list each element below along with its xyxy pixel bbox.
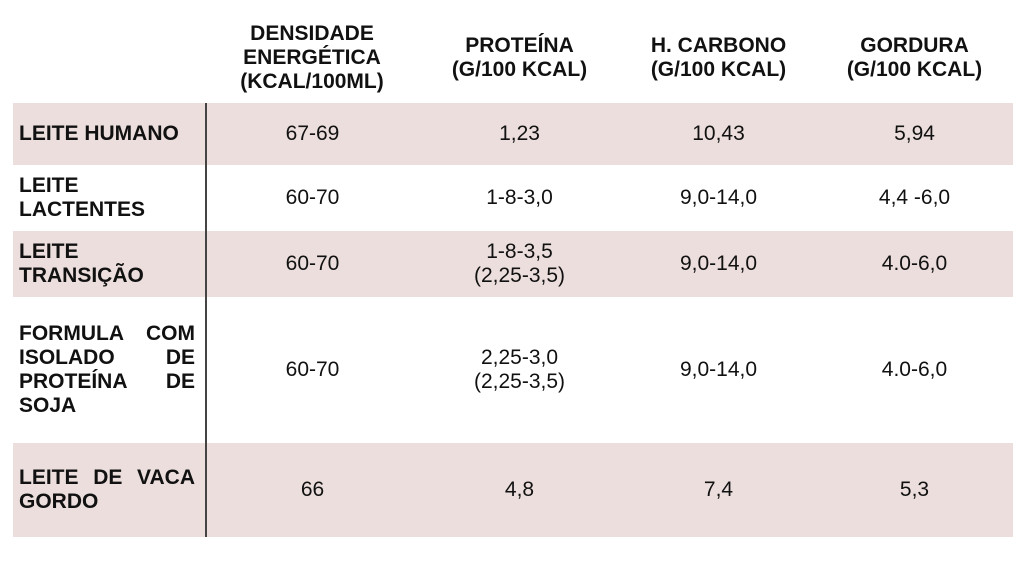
header-row: DENSIDADE ENERGÉTICA (KCAL/100ML) PROTEÍ… bbox=[13, 13, 1013, 103]
cell-carbohydrate: 7,4 bbox=[621, 443, 816, 537]
cell-energy-density: 67-69 bbox=[206, 103, 418, 165]
header-fat: GORDURA (G/100 KCAL) bbox=[846, 34, 983, 81]
table-header: DENSIDADE ENERGÉTICA (KCAL/100ML) PROTEÍ… bbox=[13, 13, 1013, 103]
cell-fat: 4,4 -6,0 bbox=[878, 186, 951, 209]
header-protein: PROTEÍNA (G/100 KCAL) bbox=[451, 34, 588, 81]
cell-fat: 4.0-6,0 bbox=[881, 358, 948, 381]
table-row-leite-transicao: LEITE TRANSIÇÃO 60-70 1-8-3,5 (2,25-3,5)… bbox=[13, 231, 1013, 297]
cell-energy-density: 60-70 bbox=[285, 358, 340, 381]
row-label: FORMULA COM ISOLADO DE PROTEÍNA DE SOJA bbox=[13, 297, 207, 443]
cell-energy-density: 60-70 bbox=[285, 186, 340, 209]
cell-energy-density: 60-70 bbox=[206, 231, 418, 297]
row-label: LEITE DE VACA GORDO bbox=[13, 443, 207, 537]
row-label: LEITE LACTENTES bbox=[13, 165, 207, 231]
cell-fat: 4.0-6,0 bbox=[816, 231, 1013, 297]
cell-carbohydrate: 10,43 bbox=[621, 103, 816, 165]
cell-energy-density: 66 bbox=[206, 443, 418, 537]
header-corner-empty bbox=[13, 13, 206, 103]
nutrition-comparison-table: DENSIDADE ENERGÉTICA (KCAL/100ML) PROTEÍ… bbox=[13, 13, 1014, 537]
cell-carbohydrate: 9,0-14,0 bbox=[679, 358, 758, 381]
cell-protein: 2,25-3,0 (2,25-3,5) bbox=[473, 346, 566, 393]
row-label: LEITE HUMANO bbox=[13, 103, 207, 165]
cell-protein: 1,23 bbox=[418, 103, 621, 165]
table-body: LEITE HUMANO 67-69 1,23 10,43 5,94 LEITE… bbox=[13, 103, 1013, 537]
cell-protein: 1-8-3,5 (2,25-3,5) bbox=[418, 231, 621, 297]
table-row-leite-vaca-gordo: LEITE DE VACA GORDO 66 4,8 7,4 5,3 bbox=[13, 443, 1013, 537]
cell-protein: 4,8 bbox=[418, 443, 621, 537]
cell-protein: 1-8-3,0 bbox=[486, 186, 553, 209]
cell-carbohydrate: 9,0-14,0 bbox=[679, 186, 758, 209]
table-row-leite-humano: LEITE HUMANO 67-69 1,23 10,43 5,94 bbox=[13, 103, 1013, 165]
cell-fat: 5,3 bbox=[816, 443, 1013, 537]
cell-fat: 5,94 bbox=[816, 103, 1013, 165]
cell-carbohydrate: 9,0-14,0 bbox=[621, 231, 816, 297]
header-carbohydrate: H. CARBONO (G/100 KCAL) bbox=[650, 34, 787, 81]
header-energy-density: DENSIDADE ENERGÉTICA (KCAL/100ML) bbox=[240, 22, 384, 93]
table-row-leite-lactentes: LEITE LACTENTES 60-70 1-8-3,0 9,0-14,0 4… bbox=[13, 165, 1013, 231]
table-row-formula-soja: FORMULA COM ISOLADO DE PROTEÍNA DE SOJA … bbox=[13, 297, 1013, 443]
row-label: LEITE TRANSIÇÃO bbox=[13, 231, 207, 297]
